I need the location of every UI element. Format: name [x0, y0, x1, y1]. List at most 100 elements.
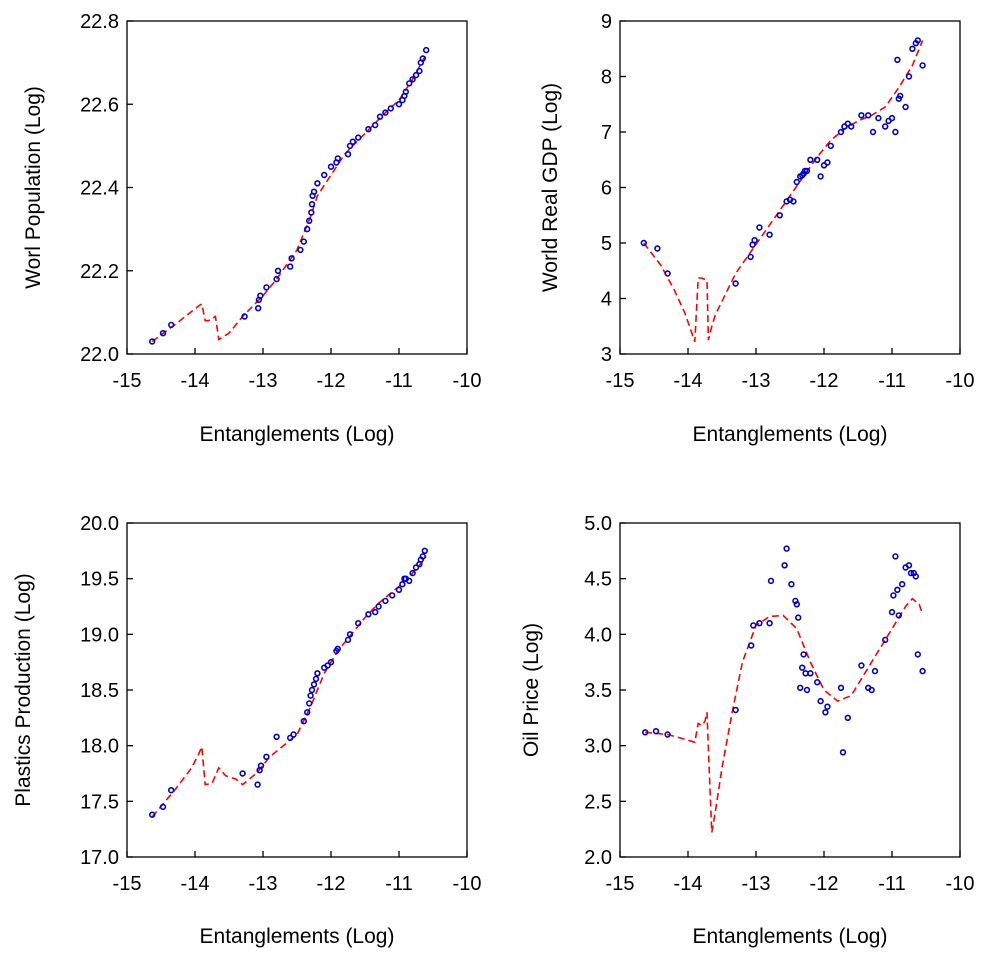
chart-4-data-point — [794, 614, 802, 621]
chart-4-xtick-label: -14 — [674, 873, 703, 895]
chart-3-data-point — [421, 547, 428, 554]
chart-1-fit-line — [151, 53, 427, 343]
chart-3-xtick-label: -11 — [385, 873, 412, 895]
chart-1-ytick-label: 22.6 — [80, 94, 119, 116]
chart-1-data-point — [300, 238, 307, 245]
chart-2-data-point — [858, 112, 865, 119]
chart-1-frame — [126, 20, 468, 355]
chart-1-data-point — [387, 105, 394, 112]
chart-1-data-point — [255, 305, 262, 312]
chart-4-x-axis-label: Entanglements (Log) — [693, 925, 888, 948]
chart-2-data-point — [766, 231, 773, 238]
chart-4-data-point — [800, 651, 807, 658]
chart-2-xtick-label: -12 — [810, 370, 839, 392]
chart-2-fit-line — [643, 40, 924, 343]
chart-2-ytick-label: 3 — [601, 344, 612, 366]
chart-3-data-point — [346, 631, 354, 638]
chart-3-data-point — [419, 553, 426, 560]
chart-1-xtick-label: -14 — [181, 370, 210, 392]
chart-4-data-point — [914, 651, 921, 658]
chart-4-data-point — [868, 686, 875, 694]
chart-2-data-point — [732, 280, 739, 287]
chart-4-data-point — [783, 545, 790, 552]
chart-3-x-axis-label: Entanglements (Log) — [200, 925, 395, 948]
chart-2-ytick-label: 7 — [601, 122, 612, 144]
chart-1-data-point — [274, 267, 282, 274]
chart-2-ytick-label: 6 — [601, 178, 612, 200]
chart-1-data-point — [273, 275, 280, 283]
chart-3-ytick-label: 17.5 — [80, 791, 119, 813]
chart-3-data-point — [324, 662, 331, 669]
chart-3-fit-line — [151, 555, 427, 818]
chart-4-xtick-label: -12 — [810, 873, 839, 895]
chart-4-xtick-label: -10 — [946, 873, 975, 895]
chart-1-data-point — [365, 125, 372, 133]
chart-4-data-point — [894, 586, 901, 593]
chart-3-data-point — [304, 709, 311, 716]
chart-2-data-point — [664, 270, 671, 277]
chart-4-data-point — [750, 622, 757, 629]
chart-4-data-point — [796, 684, 804, 691]
chart-2-data-point — [790, 198, 797, 205]
chart-4-data-point — [912, 573, 919, 580]
chart-2-data-point — [756, 224, 763, 231]
chart-1-data-point — [423, 46, 430, 54]
chart-3-data-point — [254, 781, 261, 788]
chart-3-xtick-label: -10 — [453, 873, 482, 895]
chart-3-data-point — [300, 717, 307, 725]
chart-3-data-point — [310, 681, 318, 688]
chart-3-data-point — [334, 645, 341, 652]
chart-4-data-point — [892, 553, 899, 560]
chart-2-ytick-label: 8 — [601, 67, 612, 89]
chart-2-data-point — [837, 128, 845, 136]
chart-2-data-point — [875, 114, 882, 122]
chart-4-ytick-label: 5.0 — [584, 513, 612, 535]
chart-2-data-point — [640, 239, 647, 247]
chart-3-data-point — [257, 762, 265, 769]
chart-2-data-point — [902, 103, 909, 111]
chart-2-ytick-label: 5 — [601, 233, 612, 255]
chart-1-data-point — [168, 321, 175, 329]
chart-3-data-point — [382, 597, 389, 605]
chart-1-data-point — [321, 171, 328, 179]
chart-1-data-point — [314, 180, 321, 187]
chart-1-data-point — [304, 225, 311, 233]
chart-1-data-point — [376, 113, 384, 120]
chart-4-xtick-label: -11 — [878, 873, 905, 895]
chart-3-data-point — [412, 564, 420, 571]
chart-3-data-point — [409, 569, 416, 577]
chart-3-data-point — [168, 786, 175, 794]
chart-3-data-point — [327, 658, 335, 666]
chart-1-data-point — [159, 330, 167, 337]
chart-4-data-point — [895, 612, 902, 619]
chart-3-data-point — [406, 577, 413, 585]
chart-4-data-point — [907, 569, 915, 577]
chart-2-data-point — [905, 73, 913, 80]
chart-4-data-point — [747, 642, 755, 649]
chart-2-data-point — [881, 123, 889, 130]
chart-4-data-point — [807, 670, 814, 677]
chart-1-y-axis-label: Worl Population (Log) — [22, 86, 45, 289]
chart-2-data-point — [894, 56, 901, 63]
chart-1-data-point — [355, 134, 362, 141]
chart-2-data-point — [888, 114, 896, 122]
chart-3-data-point — [344, 636, 352, 644]
chart-4-data-point — [732, 706, 739, 714]
chart-4-data-point — [881, 636, 889, 644]
chart-4-data-point — [756, 619, 763, 627]
chart-3-data-point — [365, 611, 372, 618]
chart-4-ytick-label: 2.0 — [584, 847, 612, 869]
chart-3-data-point — [307, 692, 314, 699]
chart-2-data-point — [827, 142, 834, 150]
chart-1-data-point — [406, 80, 413, 87]
chart-1-xtick-label: -12 — [317, 370, 346, 392]
chart-1-data-point — [257, 292, 264, 299]
chart-1-data-point — [308, 201, 316, 208]
chart-2-ytick-label: 4 — [601, 289, 612, 311]
chart-4-ytick-label: 4.0 — [584, 624, 612, 646]
chart-1-data-point — [241, 313, 248, 320]
chart-2-data-point — [869, 128, 877, 136]
chart-3-data-point — [355, 619, 362, 627]
chart-3-data-point — [395, 586, 403, 593]
chart-3-data-point — [399, 580, 406, 588]
